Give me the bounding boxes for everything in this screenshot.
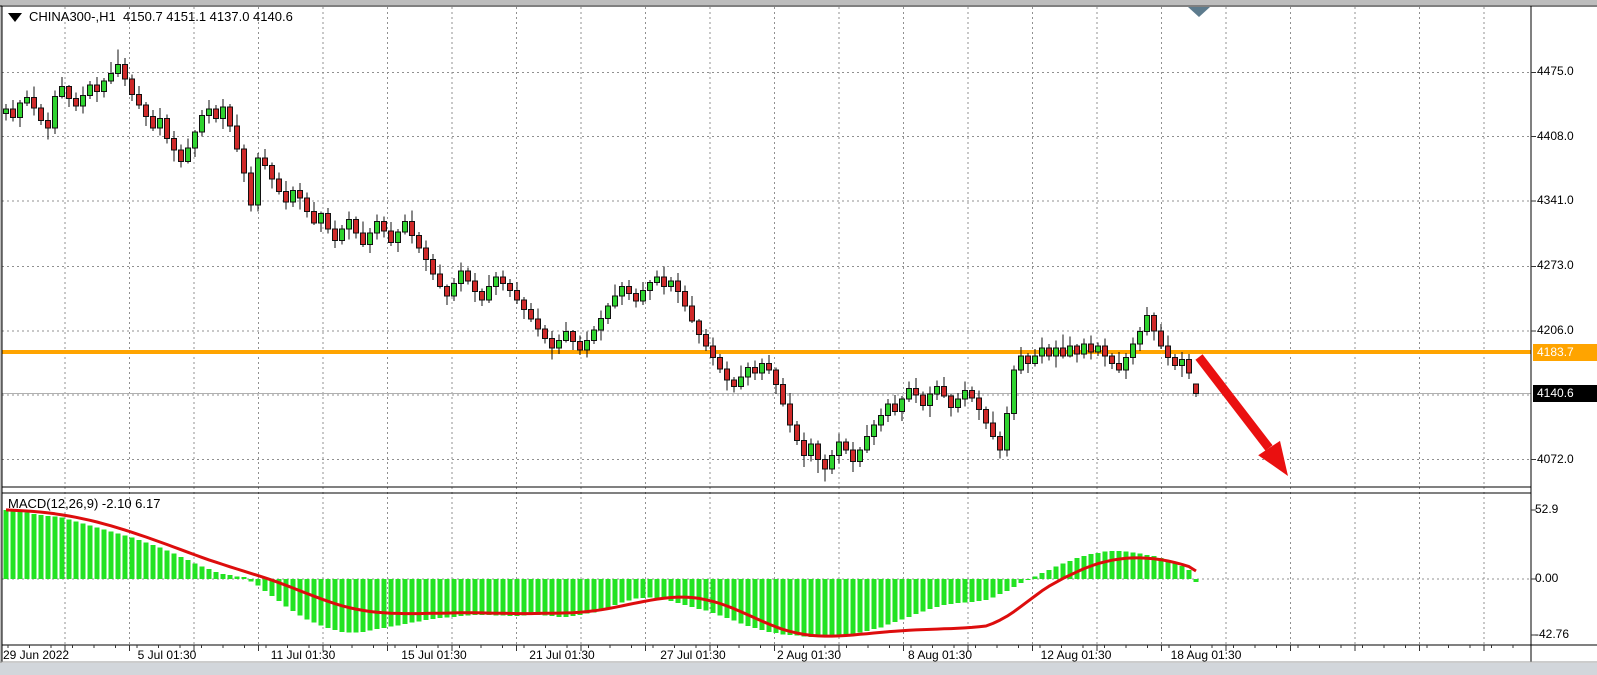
window-bottom-strip bbox=[0, 663, 1597, 675]
price-axis-label: 4341.0 bbox=[1537, 193, 1574, 208]
bid-price-tag: 4140.6 bbox=[1533, 385, 1597, 403]
ohlc-values: 4150.7 4151.1 4137.0 4140.6 bbox=[122, 9, 293, 24]
window-top-strip bbox=[0, 0, 1597, 5]
time-axis-label: 21 Jul 01:30 bbox=[529, 648, 595, 662]
price-axis-label: 4206.0 bbox=[1537, 322, 1574, 337]
symbol-dropdown-icon[interactable] bbox=[8, 13, 22, 23]
macd-axis-label: -42.76 bbox=[1535, 626, 1570, 641]
time-axis-label: 11 Jul 01:30 bbox=[270, 648, 336, 662]
hline-price-tag: 4183.7 bbox=[1533, 343, 1597, 361]
macd-axis-label: 52.9 bbox=[1535, 502, 1559, 517]
time-axis-label: 15 Jul 01:30 bbox=[401, 648, 467, 662]
chart-title: CHINA300-,H1 4150.7 4151.1 4137.0 4140.6 bbox=[8, 9, 293, 24]
time-axis-label: 8 Aug 01:30 bbox=[907, 648, 973, 662]
time-axis-label: 29 Jun 2022 bbox=[3, 648, 70, 662]
time-axis-label: 5 Jul 01:30 bbox=[137, 648, 197, 662]
time-axis-label: 27 Jul 01:30 bbox=[660, 648, 726, 662]
macd-axis-label: 0.00 bbox=[1535, 571, 1559, 586]
price-axis-label: 4408.0 bbox=[1537, 128, 1574, 143]
price-axis-label: 4475.0 bbox=[1537, 64, 1574, 79]
window-left-strip bbox=[0, 0, 2, 663]
time-axis-label: 2 Aug 01:30 bbox=[776, 648, 842, 662]
price-axis-label: 4273.0 bbox=[1537, 258, 1574, 273]
time-axis-label: 12 Aug 01:30 bbox=[1040, 648, 1112, 662]
price-axis-label: 4072.0 bbox=[1537, 451, 1574, 466]
macd-indicator-label: MACD(12,26,9) -2.10 6.17 bbox=[8, 496, 161, 511]
trend-arrow-head[interactable] bbox=[1258, 440, 1288, 476]
time-axis-label: 18 Aug 01:30 bbox=[1170, 648, 1242, 662]
chart-shift-marker-icon[interactable] bbox=[1188, 7, 1210, 17]
symbol-name: CHINA300-,H1 bbox=[29, 9, 116, 24]
trend-arrow-shaft[interactable] bbox=[1195, 354, 1273, 451]
